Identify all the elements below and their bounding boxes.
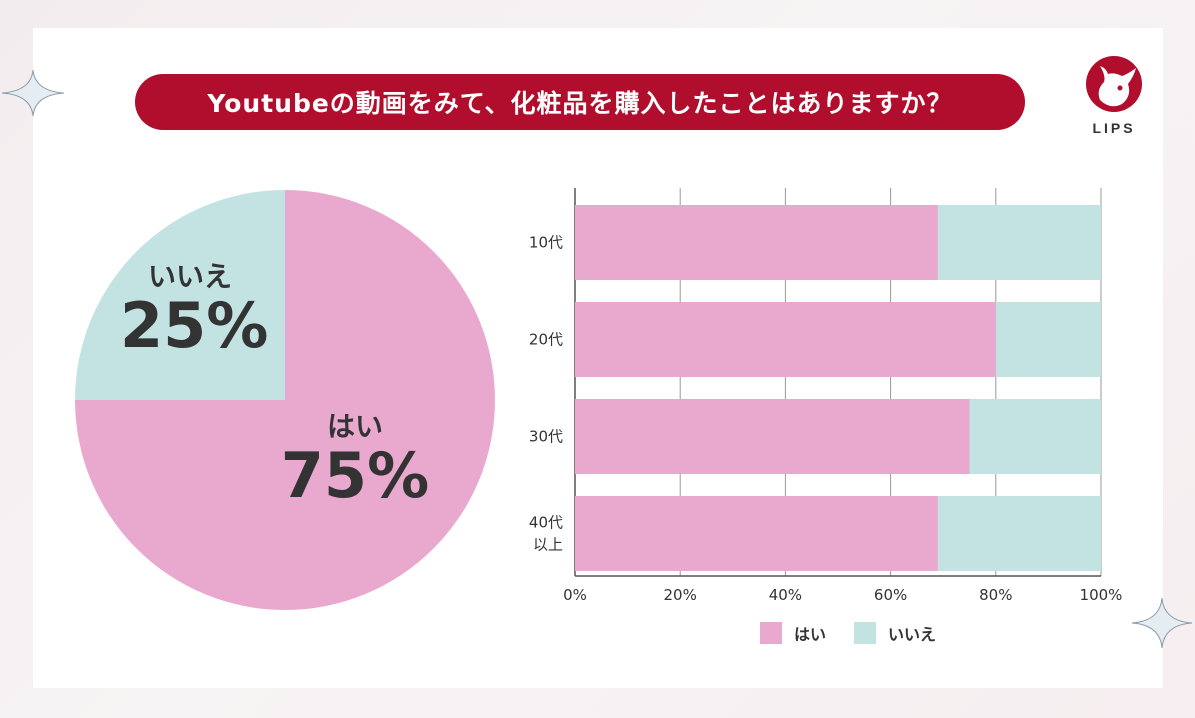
pie-label-no-text: いいえ (147, 260, 232, 293)
stacked-bar-chart: 0% 20% 40% 60% 80% 100% 10代 20代 30代 40代以上 (529, 188, 1123, 604)
chart-title: Youtubeの動画をみて、化粧品を購入したことはありますか？ (135, 74, 1025, 130)
x-tick-label: 40% (769, 586, 802, 604)
x-tick-label: 20% (664, 586, 697, 604)
y-category-label: 40代以上 (529, 514, 563, 554)
legend-item-no: いいえ (854, 621, 936, 645)
bar-no-1 (995, 302, 1101, 377)
bar-yes-0 (575, 205, 938, 280)
x-tick-label: 80% (979, 586, 1012, 604)
pie-label-yes-text: はい (326, 410, 383, 443)
x-tick-label: 100% (1080, 586, 1123, 604)
legend-label-no: いいえ (888, 625, 937, 644)
sparkle-right-icon (1131, 597, 1193, 649)
legend-label-yes: はい (794, 625, 827, 644)
logo-text: LIPS (1092, 120, 1136, 136)
bar-yes-3 (575, 496, 938, 571)
legend-item-yes: はい (760, 621, 826, 645)
sparkle-left-icon (1, 69, 65, 117)
pie-slice-no (75, 190, 285, 400)
lips-logo: LIPS (1082, 56, 1146, 140)
y-category-label: 20代 (529, 331, 563, 349)
y-category-label: 10代 (529, 234, 563, 252)
bar-no-3 (937, 496, 1101, 571)
x-tick-label: 0% (563, 586, 587, 604)
pie-label-yes: はい 75% (270, 405, 440, 507)
bar-yes-2 (575, 399, 970, 474)
pie-label-yes-value: 75% (280, 439, 430, 512)
legend-swatch-no (854, 622, 877, 644)
x-tick-label: 60% (874, 586, 907, 604)
deer-logo-icon (1086, 56, 1142, 112)
bar-no-0 (937, 205, 1101, 280)
legend: はい いいえ (760, 621, 964, 645)
pie-label-no: いいえ 25% (120, 255, 269, 362)
pie-label-no-value: 25% (120, 289, 269, 362)
y-category-label: 30代 (529, 428, 563, 446)
pie-chart (75, 190, 495, 610)
bar-yes-1 (575, 302, 996, 377)
legend-swatch-yes (760, 622, 782, 644)
bar-no-2 (969, 399, 1101, 474)
